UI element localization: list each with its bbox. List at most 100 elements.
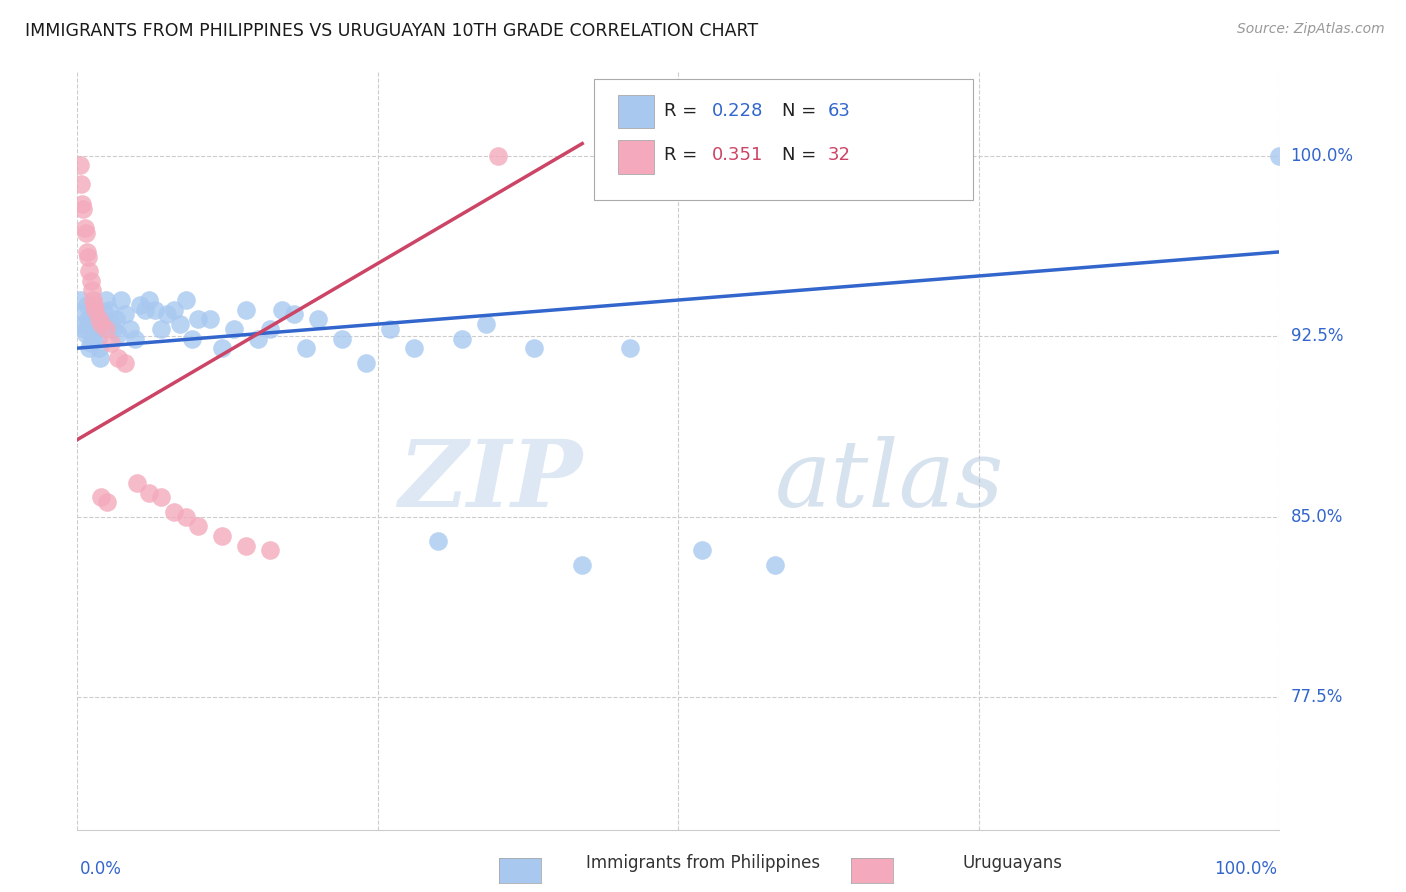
Point bbox=[150, 322, 173, 336]
Point bbox=[162, 302, 184, 317]
Text: 0.0%: 0.0% bbox=[80, 860, 122, 878]
Point bbox=[222, 322, 245, 336]
Point bbox=[70, 178, 93, 192]
Point bbox=[77, 250, 100, 264]
Point bbox=[211, 341, 233, 355]
Point bbox=[259, 322, 281, 336]
Text: 77.5%: 77.5% bbox=[1291, 688, 1343, 706]
Point bbox=[180, 332, 202, 346]
Point bbox=[73, 322, 96, 336]
Text: ZIP: ZIP bbox=[398, 436, 582, 525]
Point bbox=[87, 332, 110, 346]
Point bbox=[330, 332, 353, 346]
Point bbox=[186, 312, 209, 326]
FancyBboxPatch shape bbox=[619, 95, 654, 128]
Point bbox=[169, 317, 191, 331]
Point bbox=[70, 196, 93, 211]
Text: N =: N = bbox=[782, 145, 821, 164]
Point bbox=[103, 322, 125, 336]
Point bbox=[96, 495, 118, 509]
Text: atlas: atlas bbox=[775, 436, 1004, 525]
Point bbox=[96, 293, 118, 307]
Point bbox=[114, 356, 136, 370]
Text: 0.351: 0.351 bbox=[711, 145, 763, 164]
Point bbox=[246, 332, 269, 346]
Point bbox=[110, 293, 132, 307]
Point bbox=[100, 317, 122, 331]
Point bbox=[69, 158, 91, 172]
Point bbox=[83, 298, 105, 312]
Text: 100.0%: 100.0% bbox=[1213, 860, 1277, 878]
Text: Immigrants from Philippines: Immigrants from Philippines bbox=[586, 855, 820, 872]
Point bbox=[79, 336, 101, 351]
Point bbox=[86, 322, 108, 336]
Point bbox=[80, 284, 103, 298]
Point bbox=[486, 148, 509, 162]
Text: R =: R = bbox=[664, 102, 703, 120]
Point bbox=[427, 533, 450, 548]
Point bbox=[96, 322, 118, 336]
Point bbox=[138, 485, 160, 500]
Point bbox=[90, 312, 112, 326]
Point bbox=[523, 341, 546, 355]
Text: 92.5%: 92.5% bbox=[1291, 327, 1343, 345]
Point bbox=[174, 293, 197, 307]
Point bbox=[270, 302, 292, 317]
Text: Source: ZipAtlas.com: Source: ZipAtlas.com bbox=[1237, 22, 1385, 37]
Text: 100.0%: 100.0% bbox=[1291, 146, 1354, 165]
Point bbox=[619, 341, 641, 355]
Point bbox=[124, 332, 146, 346]
Point bbox=[90, 317, 112, 331]
Point bbox=[174, 509, 197, 524]
Point bbox=[82, 293, 104, 307]
Point bbox=[571, 558, 593, 572]
Point bbox=[138, 293, 160, 307]
Point bbox=[307, 312, 329, 326]
Point bbox=[84, 302, 107, 317]
Text: N =: N = bbox=[782, 102, 821, 120]
Point bbox=[475, 317, 498, 331]
Point bbox=[294, 341, 316, 355]
Point bbox=[84, 317, 107, 331]
Point bbox=[156, 308, 179, 322]
Point bbox=[128, 298, 150, 312]
Point bbox=[104, 312, 127, 326]
Text: R =: R = bbox=[664, 145, 703, 164]
Point bbox=[211, 529, 233, 543]
Point bbox=[75, 226, 97, 240]
Point bbox=[114, 308, 136, 322]
Point bbox=[90, 491, 112, 505]
Point bbox=[402, 341, 425, 355]
Point bbox=[127, 475, 149, 490]
Point bbox=[76, 298, 98, 312]
Point bbox=[93, 305, 115, 319]
Point bbox=[354, 356, 377, 370]
Point bbox=[162, 505, 184, 519]
Point bbox=[150, 491, 173, 505]
Point bbox=[235, 539, 257, 553]
Point bbox=[82, 308, 104, 322]
Point bbox=[75, 326, 97, 341]
Point bbox=[107, 326, 129, 341]
Point bbox=[100, 336, 122, 351]
Point bbox=[79, 341, 101, 355]
Point bbox=[692, 543, 714, 558]
FancyBboxPatch shape bbox=[619, 140, 654, 174]
Point bbox=[79, 264, 101, 278]
Point bbox=[198, 312, 221, 326]
Point bbox=[87, 312, 110, 326]
Point bbox=[69, 293, 91, 307]
Text: 0.228: 0.228 bbox=[711, 102, 763, 120]
Point bbox=[97, 302, 120, 317]
Point bbox=[1268, 148, 1291, 162]
Point bbox=[378, 322, 401, 336]
Point bbox=[186, 519, 209, 533]
Text: 63: 63 bbox=[828, 102, 851, 120]
Point bbox=[107, 351, 129, 365]
Point bbox=[451, 332, 474, 346]
Point bbox=[87, 341, 110, 355]
Point bbox=[72, 202, 94, 216]
Point bbox=[79, 274, 101, 288]
Point bbox=[72, 317, 94, 331]
Text: 85.0%: 85.0% bbox=[1291, 508, 1343, 525]
